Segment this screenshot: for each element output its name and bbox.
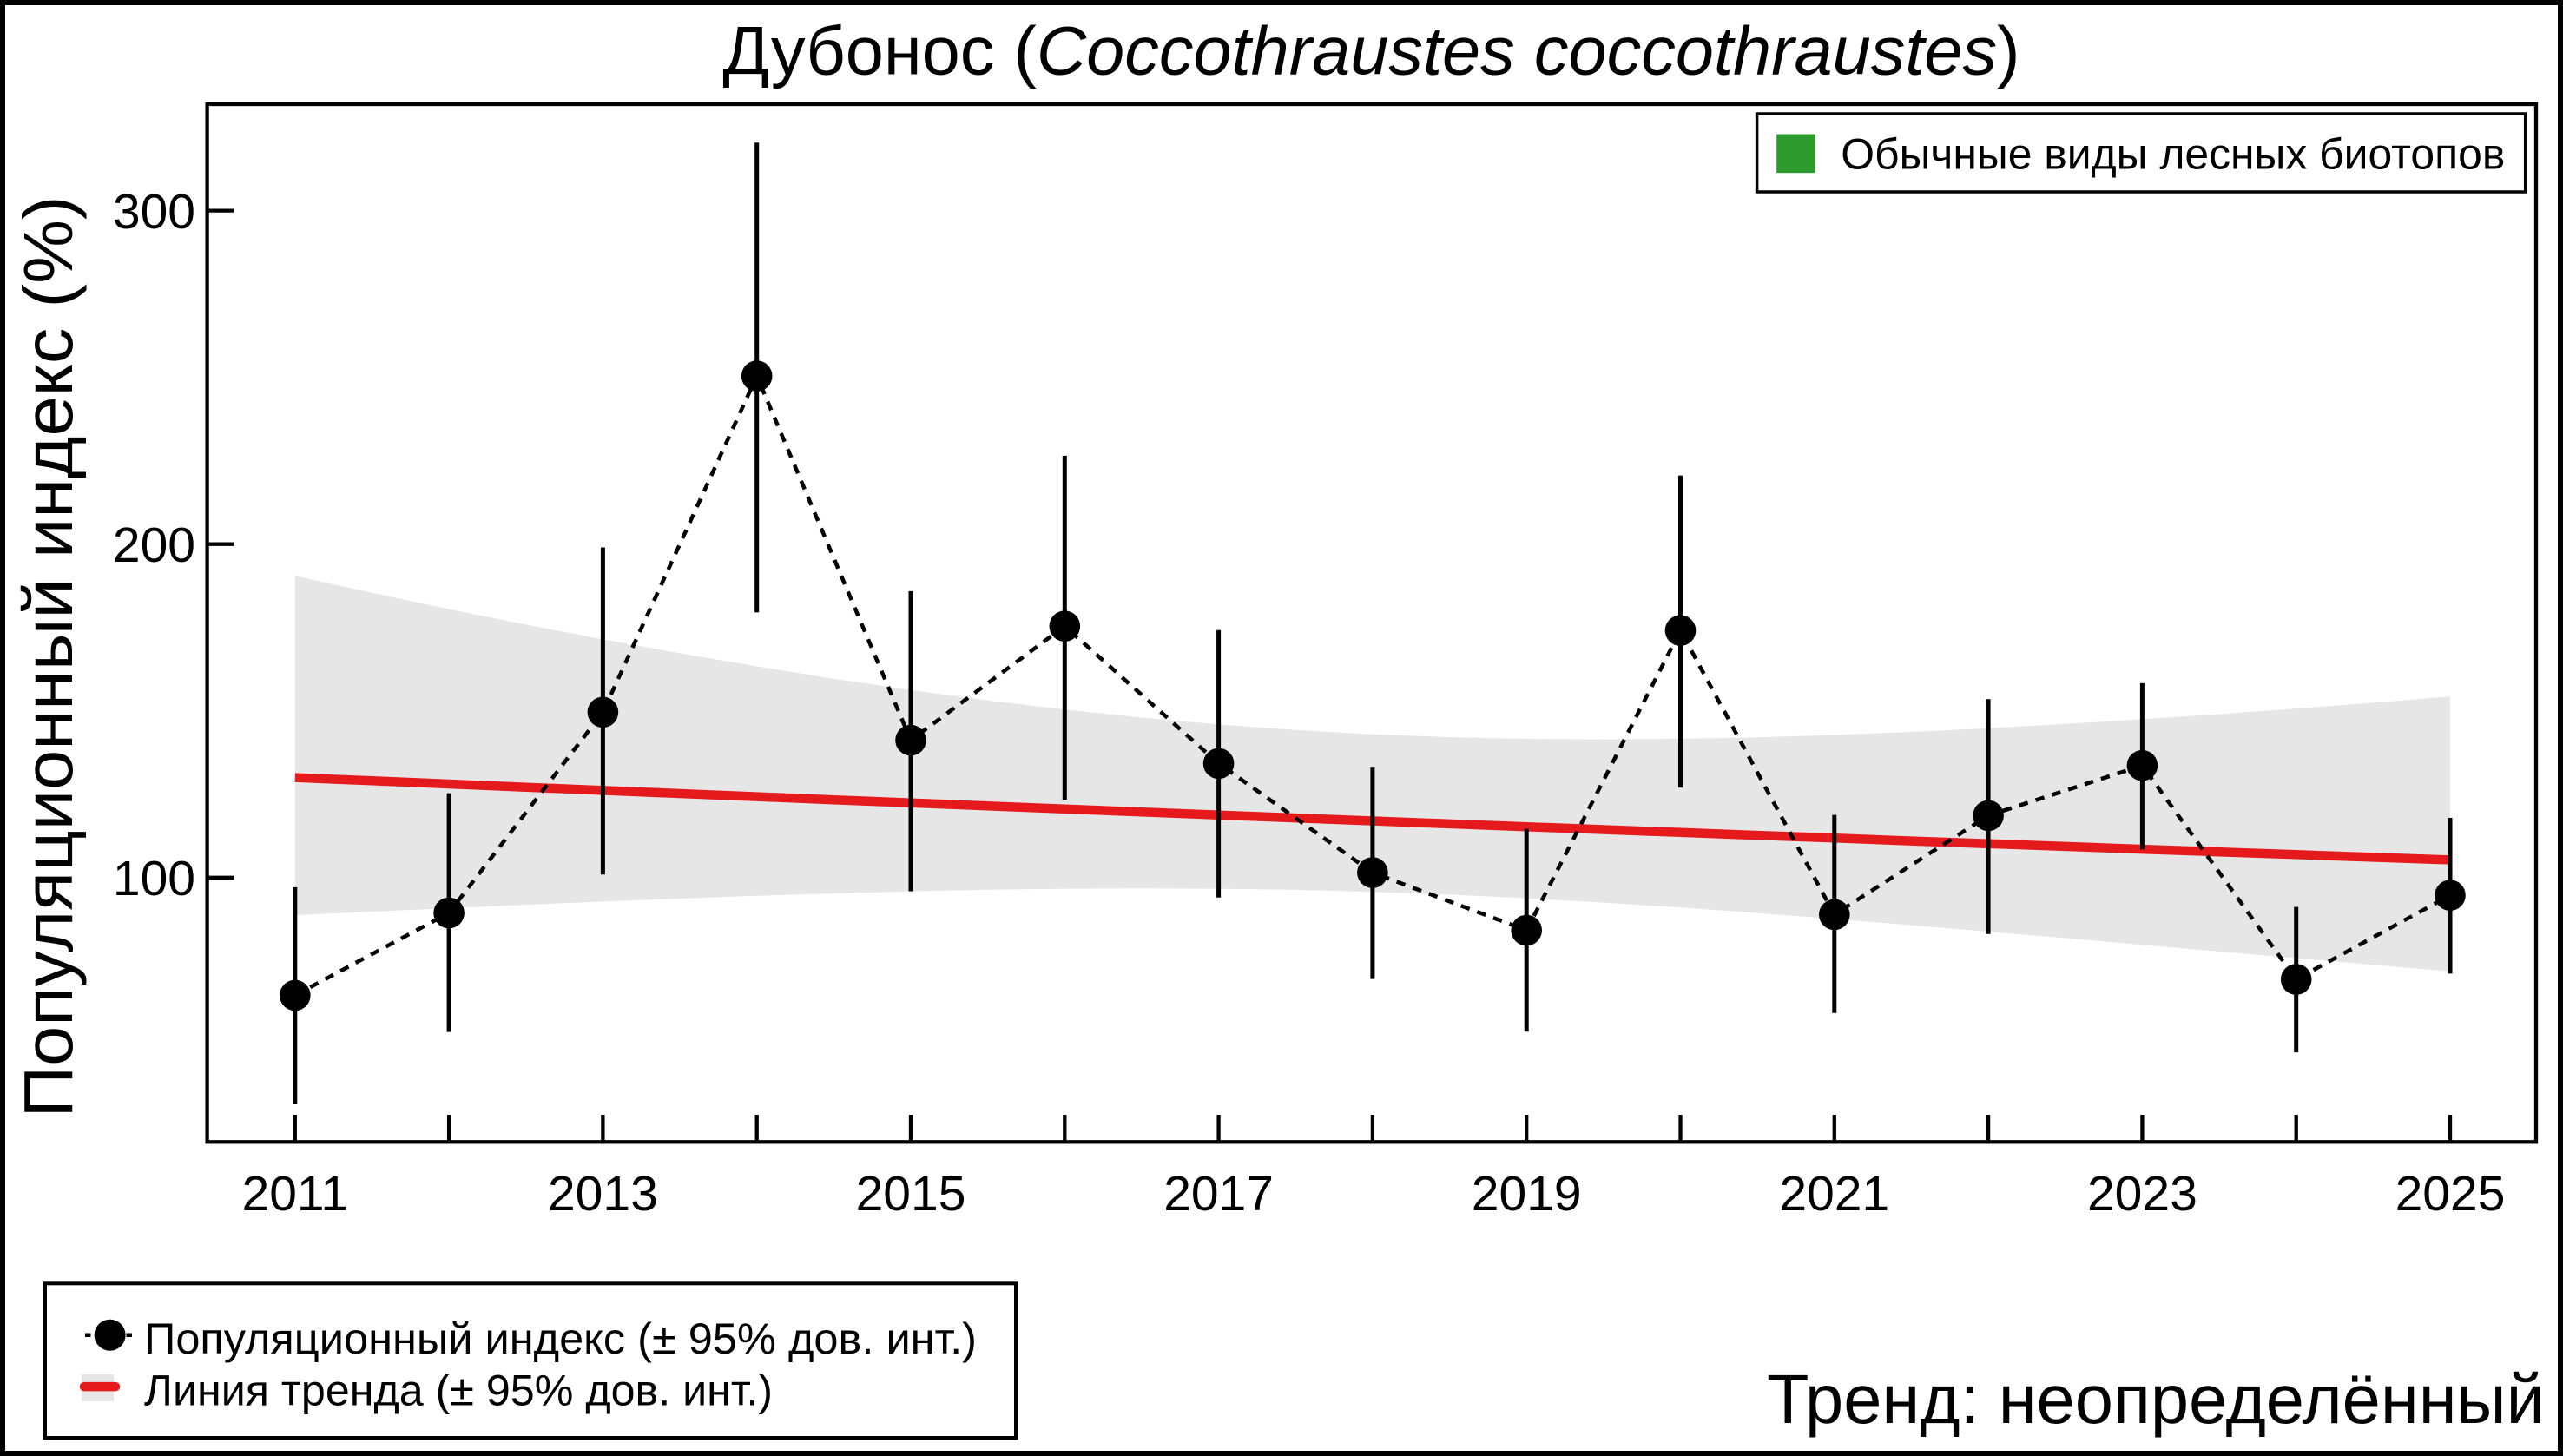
svg-text:Популяционный индекс (%): Популяционный индекс (%) bbox=[10, 196, 87, 1118]
svg-text:2025: 2025 bbox=[2395, 1166, 2506, 1222]
svg-text:100: 100 bbox=[113, 851, 195, 906]
svg-text:200: 200 bbox=[113, 517, 195, 573]
svg-text:2015: 2015 bbox=[856, 1166, 966, 1222]
svg-text:Линия тренда (± 95% дов. инт.): Линия тренда (± 95% дов. инт.) bbox=[144, 1365, 773, 1414]
svg-text:300: 300 bbox=[113, 184, 195, 240]
svg-text:2017: 2017 bbox=[1163, 1166, 1274, 1222]
svg-text:2019: 2019 bbox=[1472, 1166, 1582, 1222]
svg-text:Дубонос (Coccothraustes coccot: Дубонос (Coccothraustes coccothraustes) bbox=[722, 12, 2019, 89]
svg-text:Популяционный индекс (± 95% до: Популяционный индекс (± 95% дов. инт.) bbox=[144, 1314, 977, 1363]
svg-text:2011: 2011 bbox=[242, 1166, 349, 1222]
svg-text:2013: 2013 bbox=[548, 1166, 658, 1222]
svg-text:Обычные виды лесных биотопов: Обычные виды лесных биотопов bbox=[1841, 129, 2505, 179]
svg-text:Тренд: неопределённый: Тренд: неопределённый bbox=[1767, 1360, 2545, 1438]
svg-text:2021: 2021 bbox=[1779, 1166, 1889, 1222]
svg-text:2023: 2023 bbox=[2087, 1166, 2197, 1222]
